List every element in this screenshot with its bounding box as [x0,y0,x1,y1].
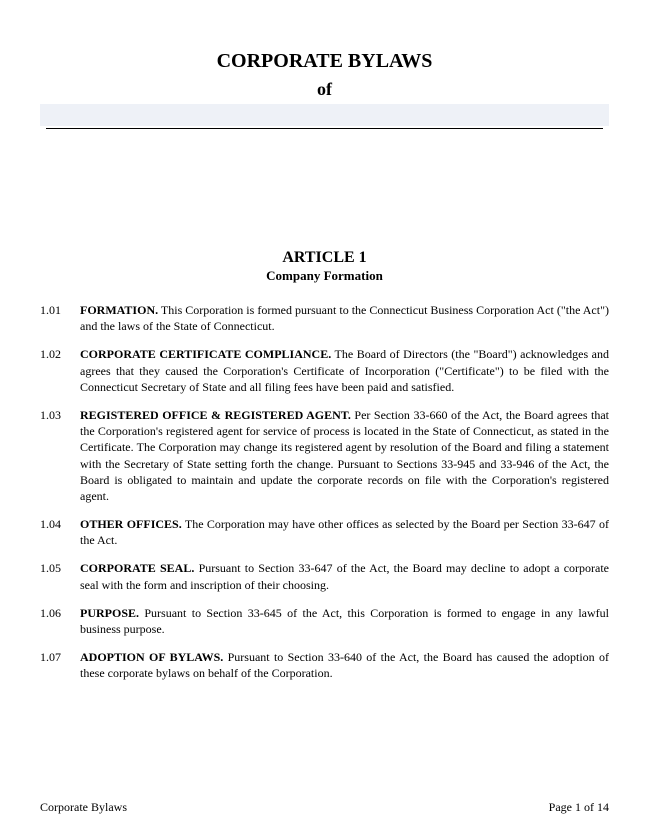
section-heading: CORPORATE CERTIFICATE COMPLIANCE. [80,347,331,361]
section-row: 1.03 REGISTERED OFFICE & REGISTERED AGEN… [40,407,609,504]
section-text: This Corporation is formed pursuant to t… [80,303,609,333]
footer-right: Page 1 of 14 [549,800,609,815]
section-row: 1.02 CORPORATE CERTIFICATE COMPLIANCE. T… [40,346,609,395]
corporation-name-field[interactable] [40,104,609,126]
section-body: REGISTERED OFFICE & REGISTERED AGENT. Pe… [80,407,609,504]
section-number: 1.07 [40,649,80,681]
document-main-title: CORPORATE BYLAWS [40,50,609,73]
section-row: 1.05 CORPORATE SEAL. Pursuant to Section… [40,560,609,592]
section-number: 1.01 [40,302,80,334]
section-heading: OTHER OFFICES. [80,517,182,531]
article-number: ARTICLE 1 [40,249,609,267]
section-body: PURPOSE. Pursuant to Section 33-645 of t… [80,605,609,637]
page-footer: Corporate Bylaws Page 1 of 14 [40,800,609,815]
section-body: FORMATION. This Corporation is formed pu… [80,302,609,334]
section-number: 1.04 [40,516,80,548]
section-row: 1.01 FORMATION. This Corporation is form… [40,302,609,334]
section-number: 1.03 [40,407,80,504]
section-number: 1.02 [40,346,80,395]
section-number: 1.06 [40,605,80,637]
footer-left: Corporate Bylaws [40,800,127,815]
section-row: 1.06 PURPOSE. Pursuant to Section 33-645… [40,605,609,637]
section-heading: CORPORATE SEAL. [80,561,194,575]
name-underline [46,128,603,129]
section-row: 1.07 ADOPTION OF BYLAWS. Pursuant to Sec… [40,649,609,681]
section-heading: REGISTERED OFFICE & REGISTERED AGENT. [80,408,351,422]
section-body: CORPORATE SEAL. Pursuant to Section 33-6… [80,560,609,592]
document-of-label: of [40,79,609,100]
section-number: 1.05 [40,560,80,592]
sections-container: 1.01 FORMATION. This Corporation is form… [40,302,609,682]
section-body: CORPORATE CERTIFICATE COMPLIANCE. The Bo… [80,346,609,395]
article-header: ARTICLE 1 Company Formation [40,249,609,284]
section-heading: ADOPTION OF BYLAWS. [80,650,223,664]
section-heading: PURPOSE. [80,606,139,620]
article-subtitle: Company Formation [40,268,609,284]
section-text: Per Section 33-660 of the Act, the Board… [80,408,609,503]
section-body: ADOPTION OF BYLAWS. Pursuant to Section … [80,649,609,681]
section-row: 1.04 OTHER OFFICES. The Corporation may … [40,516,609,548]
section-text: Pursuant to Section 33-645 of the Act, t… [80,606,609,636]
section-body: OTHER OFFICES. The Corporation may have … [80,516,609,548]
section-heading: FORMATION. [80,303,158,317]
